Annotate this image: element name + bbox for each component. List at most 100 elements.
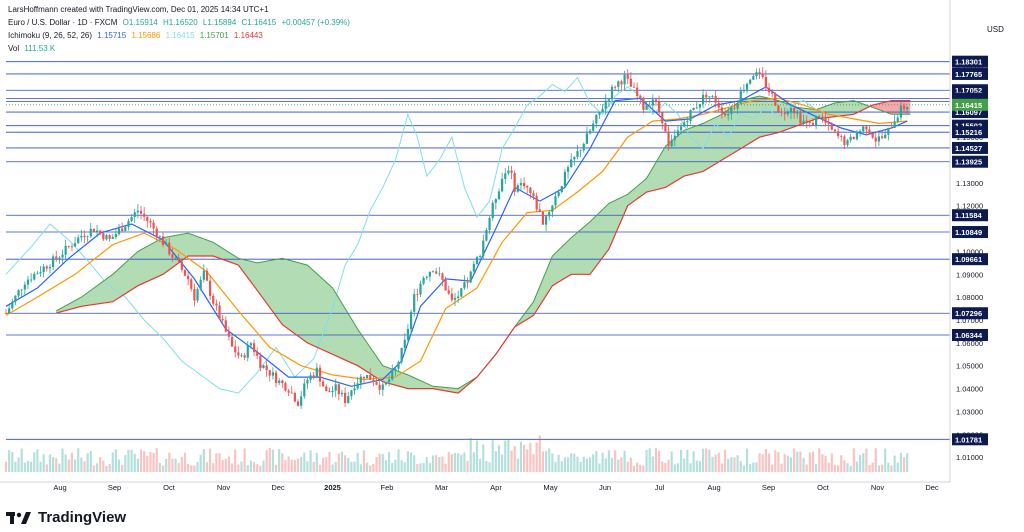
- volume-bar: [14, 461, 17, 472]
- candle-body: [409, 311, 413, 330]
- volume-bar: [265, 450, 268, 472]
- candle-body: [551, 205, 554, 212]
- volume-bar: [278, 448, 281, 472]
- time-axis[interactable]: Aug Sep Oct Nov Dec 2025 Feb Mar Apr May Jun Jul Aug…: [0, 481, 950, 492]
- level-price-tag-text: 1.09661: [955, 255, 982, 264]
- candle-body: [224, 320, 227, 332]
- candle-body: [30, 279, 33, 281]
- ichimoku-legend[interactable]: Ichimoku (9, 26, 52, 26) 1.15715 1.15686…: [8, 31, 266, 40]
- candle-body: [708, 96, 711, 98]
- candle-body: [444, 279, 447, 291]
- volume-bar: [240, 461, 243, 472]
- volume-bar: [209, 448, 212, 472]
- candle-body: [667, 131, 670, 147]
- candle-body: [403, 339, 406, 348]
- volume-label: Vol: [8, 44, 20, 53]
- span-a-line: [55, 95, 911, 390]
- volume-bar: [745, 448, 749, 472]
- volume-bar: [77, 448, 80, 472]
- volume-bar: [447, 451, 450, 472]
- volume-bar: [733, 457, 736, 472]
- price-tick-label: 1.10000: [956, 247, 983, 256]
- candle-body: [585, 133, 588, 144]
- volume-bar: [551, 453, 554, 472]
- candle-body: [149, 221, 152, 223]
- ichimoku-span-a-value: 1.15701: [199, 31, 229, 40]
- candle-body: [384, 382, 388, 385]
- level-price-tag-text: 1.17765: [955, 70, 982, 79]
- volume-bar: [871, 462, 874, 472]
- candle-body: [749, 79, 752, 84]
- volume-bar: [318, 464, 322, 472]
- candle-body: [777, 105, 780, 112]
- volume-bar: [686, 449, 689, 472]
- candle-body: [880, 136, 884, 139]
- candle-body: [598, 111, 601, 115]
- candle-body: [221, 318, 224, 321]
- level-price-tag-text: 1.15216: [955, 128, 982, 137]
- volume-bar: [205, 462, 209, 472]
- volume-bar: [676, 463, 680, 472]
- candle-body: [890, 127, 893, 129]
- volume-bar: [617, 459, 620, 472]
- cloud-bullish-segment: [56, 96, 873, 394]
- candle-body: [510, 170, 513, 173]
- candle-body: [774, 93, 777, 106]
- candle-body: [180, 261, 183, 270]
- candle-body: [811, 122, 815, 125]
- candle-body: [378, 384, 381, 390]
- candle-body: [243, 355, 246, 358]
- level-price-tag-text: 1.10849: [955, 228, 982, 237]
- price-tick-label: 1.01000: [956, 453, 983, 462]
- ichimoku-chikou-value: 1.16415: [165, 31, 195, 40]
- candle-body: [240, 355, 243, 357]
- candle-body: [529, 187, 532, 194]
- candle-body: [645, 105, 648, 110]
- volume-bar: [799, 451, 802, 472]
- level-price-tag: [952, 226, 988, 239]
- volume-bar: [764, 448, 767, 472]
- candle-body: [190, 279, 193, 289]
- volume-bar: [626, 461, 629, 472]
- candle-body: [315, 367, 318, 377]
- level-price-tag: [952, 67, 988, 80]
- volume-bar: [708, 449, 711, 472]
- candle-body: [183, 269, 187, 276]
- candle-body: [865, 126, 868, 130]
- volume-bar: [802, 457, 805, 472]
- ichimoku-lines: [5, 76, 911, 394]
- candle-body: [695, 107, 698, 109]
- candle-body: [168, 242, 171, 255]
- volume-bar: [658, 450, 661, 472]
- volume-legend[interactable]: Vol 111.53 K: [8, 44, 58, 53]
- volume-bar: [17, 457, 20, 472]
- volume-bar: [893, 455, 896, 472]
- volume-bar: [55, 458, 58, 472]
- volume-bar: [510, 450, 513, 472]
- level-price-tag: [952, 155, 988, 168]
- volume-bar: [636, 462, 639, 472]
- tradingview-logo[interactable]: TradingView: [6, 509, 126, 526]
- candle-body: [127, 221, 130, 227]
- candle-body: [607, 99, 610, 101]
- volume-bar: [661, 461, 664, 472]
- volume-bar: [61, 448, 64, 472]
- candle-body: [701, 94, 705, 105]
- volume-bar: [58, 463, 61, 472]
- volume-bar: [284, 460, 287, 472]
- volume-bar: [846, 463, 849, 472]
- candle-body: [205, 270, 209, 281]
- volume-bar: [243, 448, 246, 472]
- volume-bar: [287, 456, 290, 472]
- price-axis[interactable]: USD1.180001.170001.160001.150001.140001.…: [949, 0, 1004, 482]
- price-tick-label: 1.08000: [956, 293, 983, 302]
- volume-bar: [450, 454, 453, 472]
- volume-bar: [366, 462, 369, 472]
- volume-bar: [322, 457, 325, 472]
- volume-bar: [516, 458, 519, 472]
- volume-bar: [218, 453, 221, 472]
- candle-body: [482, 240, 485, 256]
- volume-bar: [607, 450, 610, 472]
- volume-bar: [274, 464, 278, 472]
